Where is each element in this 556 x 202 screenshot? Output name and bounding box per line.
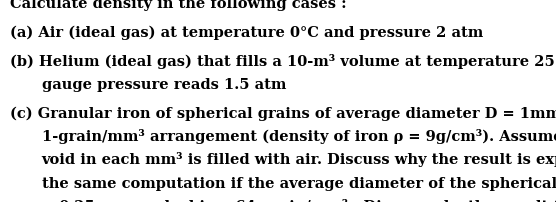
Text: void in each mm³ is filled with air. Discuss why the result is expected. Make: void in each mm³ is filled with air. Dis…: [42, 152, 556, 167]
Text: the same computation if the average diameter of the spherical grains are D: the same computation if the average diam…: [42, 176, 556, 190]
Text: Calculate density in the following cases :: Calculate density in the following cases…: [10, 0, 346, 11]
Text: (c) Granular iron of spherical grains of average diameter D = 1mm packed in a: (c) Granular iron of spherical grains of…: [10, 106, 556, 120]
Text: (a) Air (ideal gas) at temperature 0°C and pressure 2 atm: (a) Air (ideal gas) at temperature 0°C a…: [10, 25, 483, 39]
Text: (b) Helium (ideal gas) that fills a 10-m³ volume at temperature 25°C, whose: (b) Helium (ideal gas) that fills a 10-m…: [10, 54, 556, 69]
Text: = 0.25 mm packed in a 64-grain/mm³ . Discuss why the result for the: = 0.25 mm packed in a 64-grain/mm³ . Dis…: [42, 198, 556, 202]
Text: 1-grain/mm³ arrangement (density of iron ρ = 9g/cm³). Assume that the: 1-grain/mm³ arrangement (density of iron…: [42, 128, 556, 143]
Text: gauge pressure reads 1.5 atm: gauge pressure reads 1.5 atm: [42, 78, 286, 92]
